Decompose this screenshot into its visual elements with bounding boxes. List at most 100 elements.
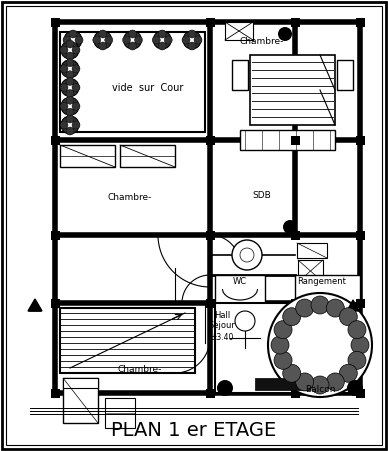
Circle shape (188, 42, 196, 50)
Circle shape (66, 102, 74, 110)
Circle shape (232, 240, 262, 270)
Circle shape (135, 36, 142, 44)
Circle shape (66, 40, 74, 48)
Circle shape (64, 31, 82, 49)
Circle shape (60, 83, 68, 92)
Circle shape (93, 36, 101, 44)
Circle shape (283, 308, 301, 326)
Circle shape (164, 36, 172, 44)
Circle shape (339, 364, 357, 382)
Bar (356, 299, 365, 308)
Circle shape (128, 42, 137, 50)
Circle shape (274, 351, 292, 369)
Text: PLAN 1 er ETAGE: PLAN 1 er ETAGE (111, 420, 277, 440)
Circle shape (72, 65, 80, 73)
Circle shape (240, 248, 254, 262)
Circle shape (66, 46, 74, 54)
Bar (291, 18, 300, 27)
Circle shape (235, 311, 255, 331)
Bar (51, 231, 60, 240)
Bar (63, 378, 98, 423)
Circle shape (326, 299, 344, 317)
Text: Balcon: Balcon (305, 386, 335, 395)
Bar (51, 18, 60, 27)
Circle shape (296, 299, 314, 317)
Circle shape (72, 46, 80, 54)
Circle shape (348, 321, 366, 339)
Bar (356, 18, 365, 27)
Bar (206, 136, 215, 145)
Circle shape (326, 373, 344, 391)
Circle shape (63, 36, 71, 44)
Bar (120, 145, 175, 167)
Circle shape (99, 42, 107, 50)
Bar (337, 60, 353, 90)
Bar (255, 378, 310, 390)
Circle shape (66, 65, 74, 73)
Circle shape (60, 102, 68, 110)
Bar (63, 378, 98, 388)
Text: WC: WC (233, 277, 247, 286)
Circle shape (69, 30, 77, 38)
Text: Chambre-: Chambre- (118, 365, 162, 374)
Text: ±3.40: ±3.40 (210, 332, 234, 341)
Text: A: A (357, 300, 363, 310)
Polygon shape (347, 300, 359, 311)
Bar (291, 389, 300, 398)
Circle shape (278, 27, 292, 41)
Circle shape (271, 336, 289, 354)
Circle shape (66, 52, 74, 60)
Circle shape (66, 96, 74, 104)
Circle shape (274, 321, 292, 339)
Circle shape (61, 78, 79, 97)
Bar (206, 389, 215, 398)
Circle shape (60, 65, 68, 73)
Circle shape (128, 30, 137, 38)
Circle shape (351, 336, 369, 354)
Circle shape (188, 36, 196, 44)
Circle shape (60, 46, 68, 54)
Bar (51, 389, 60, 398)
Circle shape (348, 351, 366, 369)
Circle shape (66, 78, 74, 86)
Bar (55, 22, 360, 393)
Bar (291, 299, 300, 308)
Circle shape (347, 380, 363, 396)
Circle shape (66, 59, 74, 67)
Bar (356, 136, 365, 145)
Bar (298, 260, 323, 282)
Circle shape (128, 36, 137, 44)
Circle shape (158, 30, 166, 38)
Bar (215, 303, 360, 393)
Bar (51, 299, 60, 308)
Circle shape (311, 376, 329, 394)
Circle shape (72, 102, 80, 110)
Bar (206, 18, 215, 27)
Bar (356, 231, 365, 240)
Circle shape (61, 116, 79, 134)
Circle shape (99, 36, 107, 44)
Circle shape (217, 380, 233, 396)
Circle shape (158, 36, 166, 44)
Bar (105, 398, 135, 428)
Circle shape (283, 220, 297, 234)
Circle shape (66, 108, 74, 116)
Circle shape (72, 121, 80, 129)
Bar (295, 320, 345, 370)
Circle shape (105, 36, 113, 44)
Circle shape (311, 296, 329, 314)
Circle shape (94, 31, 112, 49)
Circle shape (182, 36, 190, 44)
Circle shape (69, 42, 77, 50)
Circle shape (66, 127, 74, 135)
Circle shape (69, 36, 77, 44)
Text: SDB: SDB (253, 190, 271, 199)
Circle shape (61, 60, 79, 78)
Circle shape (66, 83, 74, 92)
Circle shape (72, 83, 80, 92)
Bar (250, 55, 335, 125)
Bar (60, 32, 205, 132)
Circle shape (194, 36, 202, 44)
Bar (356, 389, 365, 398)
Text: Chambre-: Chambre- (108, 193, 152, 202)
